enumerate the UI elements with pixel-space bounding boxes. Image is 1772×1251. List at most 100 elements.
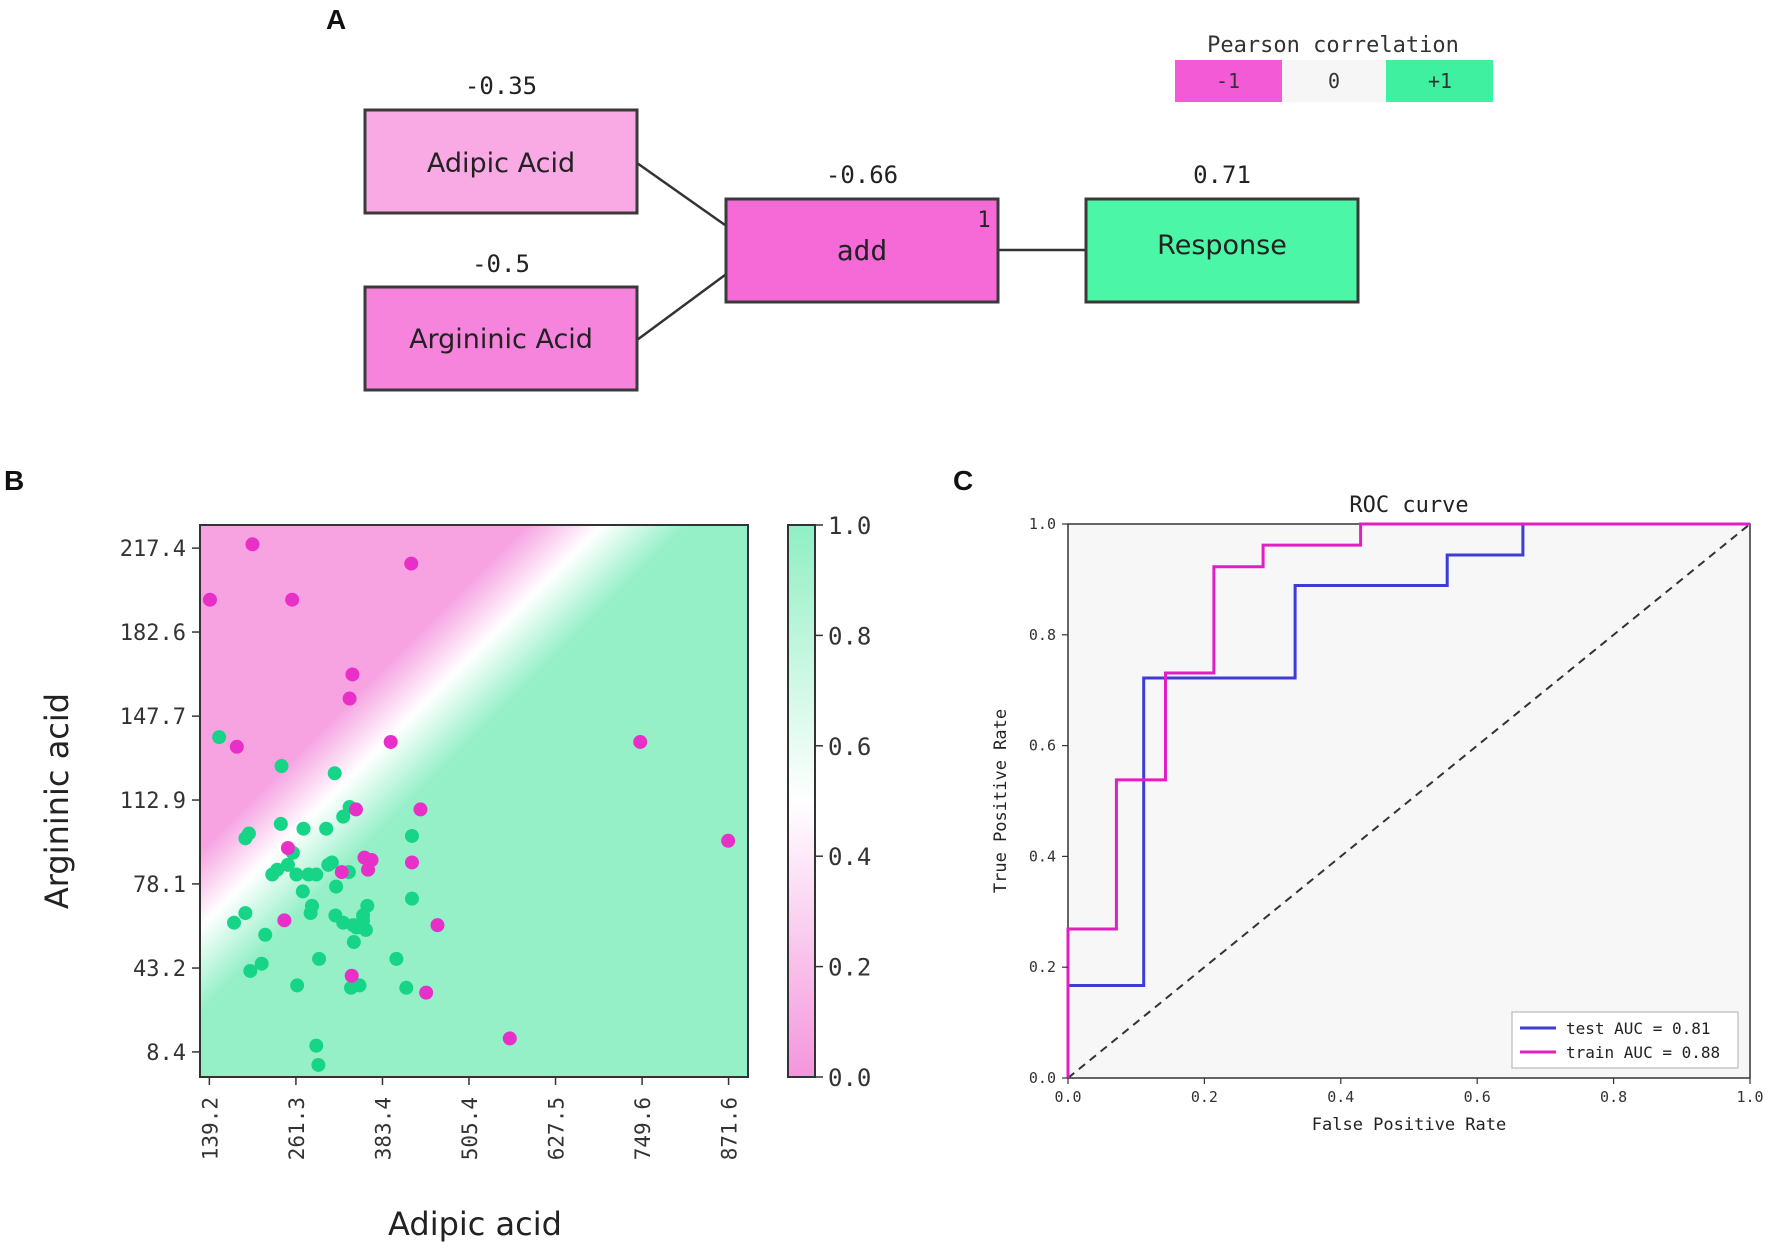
x-tick-label-4: 627.5 bbox=[545, 1097, 569, 1160]
roc-y-tick-label-4: 0.8 bbox=[1029, 626, 1056, 644]
y-tick-label-4: 78.1 bbox=[133, 873, 186, 898]
colorbar-tick-label-1: 0.8 bbox=[828, 622, 871, 650]
legend-pos-swatch bbox=[1386, 60, 1493, 102]
node-add-label: add bbox=[837, 234, 888, 267]
roc-x-tick-label-2: 0.4 bbox=[1327, 1088, 1354, 1106]
scatter-point-class0-8 bbox=[345, 667, 360, 682]
x-tick-label-1: 261.3 bbox=[285, 1097, 309, 1160]
roc-x-tick-label-0: 0.0 bbox=[1054, 1088, 1081, 1106]
scatter-point-class0-13 bbox=[364, 853, 379, 868]
legend-pos-label: +1 bbox=[1428, 69, 1452, 93]
scatter-point-class1-23 bbox=[311, 1057, 326, 1072]
scatter-point-class0-0 bbox=[202, 592, 217, 607]
y-tick-label-6: 8.4 bbox=[146, 1041, 186, 1066]
scatter-point-class0-22 bbox=[721, 833, 736, 848]
scatter-point-class0-17 bbox=[413, 802, 428, 817]
roc-plot: ROC curve 0.0 0.2 0.4 0.6 0.8 1.0 0.00.20.40.… bbox=[991, 493, 1764, 1135]
scatter-point-class1-0 bbox=[212, 730, 227, 745]
scatter-point-class1-14 bbox=[289, 867, 304, 882]
scatter-point-class1-20 bbox=[305, 898, 320, 913]
x-tick-label-5: 749.6 bbox=[631, 1097, 655, 1160]
scatter-point-class1-46 bbox=[356, 913, 371, 928]
x-axis-ticks: 139.2 261.3 383.4 505.4 627.5 749.6 871.6 bbox=[198, 1077, 742, 1160]
node-response-label: Response bbox=[1157, 230, 1287, 261]
colorbar: 1.0 0.8 0.6 0.4 0.2 0.0 bbox=[787, 512, 871, 1092]
node-add-value: -0.66 bbox=[826, 161, 898, 189]
legend-zero-swatch bbox=[1282, 60, 1386, 102]
roc-x-tick-label-4: 0.8 bbox=[1600, 1088, 1627, 1106]
scatter-point-class1-45 bbox=[404, 891, 419, 906]
scatter-point-class0-19 bbox=[430, 918, 445, 933]
roc-x-ticks: 0.0 0.2 0.4 0.6 0.8 1.0 bbox=[1054, 1078, 1764, 1106]
legend-train-label: train AUC = 0.88 bbox=[1566, 1043, 1720, 1062]
scatter-point-class0-16 bbox=[404, 855, 419, 870]
node-argininic-box[interactable] bbox=[363, 285, 639, 392]
scatter-point-class1-5 bbox=[243, 963, 258, 978]
scatter-point-class1-12 bbox=[280, 857, 295, 872]
colorbar-tick-label-2: 0.6 bbox=[828, 733, 871, 761]
scatter-point-class0-10 bbox=[348, 802, 363, 817]
legend-neg-swatch bbox=[1175, 60, 1282, 102]
scatter-point-class1-43 bbox=[399, 980, 414, 995]
scatter-point-class0-5 bbox=[280, 841, 295, 856]
scatter-point-class1-21 bbox=[309, 867, 324, 882]
scatter-point-class1-11 bbox=[274, 759, 289, 774]
roc-legend-box bbox=[1511, 1011, 1739, 1069]
pearson-legend: Pearson correlation -1 0 +1 bbox=[1175, 33, 1493, 102]
scatter-point-class1-3 bbox=[227, 915, 242, 930]
scatter-point-class0-18 bbox=[419, 985, 434, 1000]
scatter-point-class0-3 bbox=[285, 592, 300, 607]
node-argininic-acid[interactable]: Argininic Acid -0.5 bbox=[363, 250, 639, 392]
x-tick-label-2: 383.4 bbox=[371, 1097, 395, 1160]
colorbar-tick-label-5: 0.0 bbox=[828, 1064, 871, 1092]
roc-chance-line bbox=[1067, 523, 1751, 1079]
roc-legend: test AUC = 0.81 train AUC = 0.88 bbox=[1511, 1011, 1739, 1069]
node-adipic-acid[interactable]: Adipic Acid -0.35 bbox=[363, 72, 639, 215]
panel-a-letter: A bbox=[326, 4, 346, 35]
y-tick-label-2: 147.7 bbox=[120, 705, 186, 730]
roc-train-line bbox=[1066, 522, 1750, 1078]
roc-series bbox=[1066, 522, 1751, 1079]
node-response-value: 0.71 bbox=[1193, 161, 1251, 189]
edge-adipic-add bbox=[636, 161, 726, 227]
roc-y-tick-label-5: 1.0 bbox=[1029, 515, 1056, 533]
scatter-point-class1-28 bbox=[327, 766, 342, 781]
y-tick-label-5: 43.2 bbox=[133, 957, 186, 982]
scatter-point-class0-7 bbox=[342, 691, 357, 706]
x-axis-label: Adipic acid bbox=[388, 1205, 562, 1243]
roc-x-tick-label-3: 0.6 bbox=[1464, 1088, 1491, 1106]
colorbar-tick-label-4: 0.2 bbox=[828, 954, 871, 982]
node-add-box[interactable] bbox=[724, 197, 1000, 304]
scatter-point-class1-4 bbox=[238, 906, 253, 921]
scatter-point-class1-38 bbox=[352, 978, 367, 993]
roc-y-tick-label-1: 0.2 bbox=[1029, 958, 1056, 976]
roc-title: ROC curve bbox=[1349, 493, 1468, 518]
node-response-box[interactable] bbox=[1084, 197, 1360, 304]
panel-c-letter: C bbox=[953, 465, 973, 496]
plot-b-frame bbox=[199, 524, 749, 1078]
scatter-point-class1-42 bbox=[389, 951, 404, 966]
decision-boundary-plot: 139.2 261.3 383.4 505.4 627.5 749.6 871.6 217.… bbox=[38, 524, 749, 1243]
roc-y-tick-label-0: 0.0 bbox=[1029, 1069, 1056, 1087]
scatter-point-class1-15 bbox=[290, 978, 305, 993]
node-adipic-box[interactable] bbox=[363, 108, 639, 215]
scatter-point-class1-22 bbox=[309, 1038, 324, 1053]
roc-x-label: False Positive Rate bbox=[1312, 1115, 1506, 1135]
edge-argininic-add bbox=[636, 273, 726, 342]
x-tick-label-3: 505.4 bbox=[458, 1097, 482, 1160]
scatter-point-class1-41 bbox=[360, 898, 375, 913]
scatter-point-class1-47 bbox=[346, 935, 361, 950]
scatter-point-class0-21 bbox=[633, 734, 648, 749]
colorbar-tick-label-0: 1.0 bbox=[828, 512, 871, 540]
node-response[interactable]: Response 0.71 bbox=[1084, 161, 1360, 304]
roc-x-tick-label-1: 0.2 bbox=[1191, 1088, 1218, 1106]
roc-y-tick-label-3: 0.6 bbox=[1029, 737, 1056, 755]
x-tick-label-6: 871.6 bbox=[718, 1097, 742, 1160]
y-tick-label-1: 182.6 bbox=[120, 621, 186, 646]
scatter-point-class0-14 bbox=[383, 734, 398, 749]
scatter-point-class0-20 bbox=[502, 1031, 517, 1046]
node-add[interactable]: add 1 -0.66 bbox=[724, 161, 1000, 304]
legend-title: Pearson correlation bbox=[1207, 33, 1459, 58]
scatter-point-class0-1 bbox=[245, 537, 260, 552]
scatter-point-class0-4 bbox=[277, 913, 292, 928]
